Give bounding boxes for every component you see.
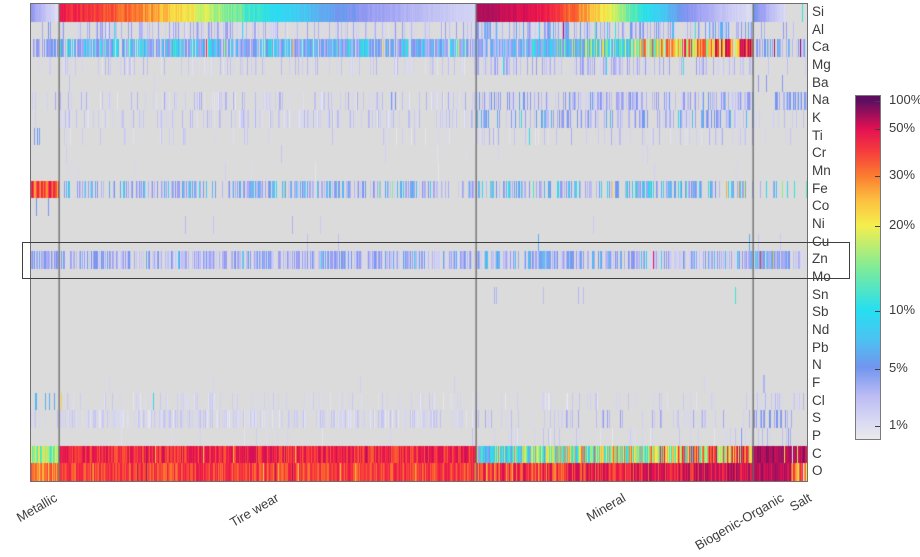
colorbar (855, 95, 881, 440)
colorbar-tick-mark (875, 369, 880, 370)
category-tick-label-mineral: Mineral (584, 490, 629, 525)
category-tick-label-metallic: Metallic (13, 490, 60, 526)
element-tick-label-p: P (812, 427, 822, 443)
element-tick-label-s: S (812, 410, 822, 426)
element-tick-label-fe: Fe (812, 180, 828, 196)
colorbar-tick-mark (875, 226, 880, 227)
element-tick-label-cu: Cu (812, 233, 830, 249)
element-tick-label-n: N (812, 357, 822, 373)
element-tick-label-cr: Cr (812, 145, 827, 161)
element-tick-label-mo: Mo (812, 268, 831, 284)
colorbar-tick-label-10: 10% (889, 302, 916, 317)
element-tick-label-ni: Ni (812, 215, 825, 231)
element-tick-label-mg: Mg (812, 56, 831, 72)
element-tick-label-ti: Ti (812, 127, 823, 143)
element-tick-label-zn: Zn (812, 251, 828, 267)
element-tick-label-mn: Mn (812, 162, 831, 178)
element-tick-label-sb: Sb (812, 304, 829, 320)
element-tick-label-pb: Pb (812, 339, 829, 355)
colorbar-tick-label-30: 30% (889, 167, 916, 182)
colorbar-tick-label-20: 20% (889, 217, 916, 232)
plot-area (30, 3, 808, 482)
heatmap-cells-canvas (31, 4, 807, 481)
element-tick-label-nd: Nd (812, 321, 830, 337)
colorbar-tick-label-50: 50% (889, 120, 916, 135)
element-tick-label-c: C (812, 445, 822, 461)
colorbar-tick-mark (875, 129, 880, 130)
element-tick-label-na: Na (812, 92, 830, 108)
element-tick-label-si: Si (812, 3, 825, 19)
element-tick-label-ba: Ba (812, 74, 829, 90)
colorbar-tick-mark (875, 311, 880, 312)
colorbar-tick-mark (875, 176, 880, 177)
colorbar-tick-mark (875, 101, 880, 102)
category-tick-label-biogenic-organic: Biogenic-Organic (692, 490, 787, 553)
colorbar-tick-label-100: 100% (889, 92, 920, 107)
category-tick-label-salt: Salt (786, 490, 814, 515)
element-tick-label-co: Co (812, 198, 830, 214)
element-tick-label-sn: Sn (812, 286, 829, 302)
element-tick-label-al: Al (812, 21, 825, 37)
element-tick-label-f: F (812, 374, 821, 390)
element-tick-label-cl: Cl (812, 392, 825, 408)
colorbar-tick-mark (875, 426, 880, 427)
element-tick-label-ca: Ca (812, 39, 830, 55)
category-tick-label-tire-wear: Tire wear (227, 490, 282, 530)
element-tick-label-o: O (812, 463, 823, 479)
colorbar-tick-label-5: 5% (889, 360, 908, 375)
element-tick-label-k: K (812, 109, 822, 125)
colorbar-tick-label-1: 1% (889, 417, 908, 432)
